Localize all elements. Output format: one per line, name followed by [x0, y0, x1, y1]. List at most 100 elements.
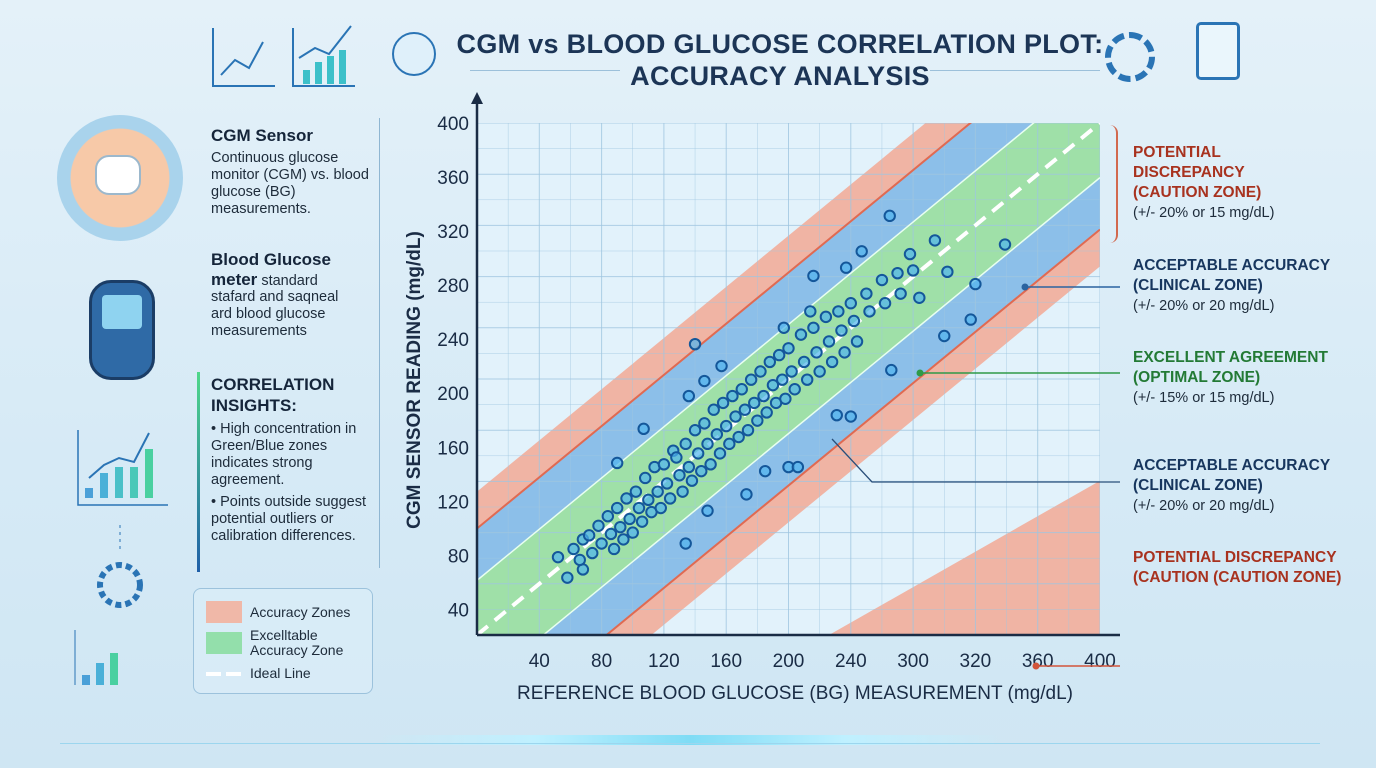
data-point	[863, 305, 876, 318]
data-point	[860, 287, 873, 300]
mini-chart-icon	[74, 630, 118, 685]
data-point	[729, 410, 742, 423]
x-tick-label: 320	[960, 651, 992, 672]
data-point	[757, 389, 770, 403]
data-point	[839, 261, 853, 274]
data-point	[551, 550, 565, 564]
data-point	[738, 403, 752, 416]
legend-label-accuracy-zone: Excelltable Accuracy Zone	[250, 627, 344, 658]
y-tick-label: 40	[448, 600, 469, 621]
meter-heading-line2: meter	[211, 270, 258, 289]
data-point	[763, 355, 777, 369]
data-point	[891, 266, 904, 280]
data-point	[794, 328, 808, 341]
caution-brace	[1108, 125, 1118, 243]
data-point	[663, 492, 677, 505]
y-tick-label: 120	[437, 492, 469, 513]
annotation-title: POTENTIAL DISCREPANCY (CAUTION ZONE)	[1133, 144, 1262, 201]
data-point	[685, 474, 699, 487]
y-tick-label: 400	[437, 114, 469, 135]
footer-line	[60, 743, 1320, 744]
data-point	[804, 305, 817, 318]
data-point	[735, 383, 748, 396]
cgm-sensor-illustration	[57, 115, 183, 241]
data-point	[807, 321, 820, 335]
title-divider-right	[930, 70, 1100, 71]
data-point	[682, 389, 696, 403]
data-point	[573, 553, 586, 567]
medical-gear-icon	[97, 562, 143, 608]
data-point	[698, 417, 711, 430]
data-point	[928, 234, 942, 247]
annotation-sub: (+/- 15% or 15 mg/dL)	[1133, 390, 1275, 406]
x-tick-label: 80	[591, 651, 612, 672]
insight-bullet-1: • High concentration in Green/Blue zones…	[211, 421, 357, 488]
legend-label-accuracy-zones: Accuracy Zones	[250, 604, 351, 620]
data-point	[688, 424, 702, 437]
data-point	[782, 342, 795, 355]
data-point	[682, 460, 696, 474]
clinical-boundary-upper	[477, 123, 972, 530]
x-tick-label: 40	[529, 651, 550, 672]
insights-accent-bar	[197, 372, 200, 572]
y-tick-label: 200	[437, 384, 469, 405]
meter-heading: Blood Glucose meter standard	[211, 250, 331, 290]
data-point	[701, 504, 714, 517]
data-point	[704, 458, 717, 471]
data-point	[835, 324, 848, 337]
annotation-title: ACCEPTABLE ACCURACY (CLINICAL ZONE)	[1133, 257, 1330, 294]
insight-bullet-1-text: High concentration in Green/Blue zones i…	[211, 421, 357, 488]
annotation-caution-upper: POTENTIAL DISCREPANCY (CAUTION ZONE) (+/-…	[1133, 143, 1373, 223]
data-point	[938, 329, 951, 343]
data-point	[883, 209, 896, 223]
data-point	[595, 537, 608, 550]
data-point	[847, 314, 861, 328]
data-point	[670, 451, 683, 464]
data-point	[651, 485, 664, 498]
callout-clinical-upper-dot	[1021, 283, 1029, 291]
data-point	[701, 437, 714, 451]
data-point	[713, 447, 727, 460]
data-point	[779, 392, 792, 405]
annotation-title: EXCELLENT AGREEMENT (OPTIMAL ZONE)	[1133, 349, 1328, 386]
y-axis-label: CGM SENSOR READING (mg/dL)	[404, 231, 425, 529]
data-point	[969, 277, 982, 291]
data-point	[617, 533, 630, 546]
data-point	[629, 485, 643, 498]
data-point	[844, 410, 857, 423]
callout-optimal-dot	[916, 369, 924, 377]
data-point	[679, 537, 692, 550]
footer-glow-bar	[380, 735, 1000, 745]
data-point	[688, 337, 702, 351]
annotation-sub: (+/- 20% or 20 mg/dL)	[1133, 298, 1275, 314]
data-point	[906, 264, 920, 277]
clinical-boundary-lower	[605, 228, 1100, 635]
annotation-caution-lower: POTENTIAL DISCREPANCY (CAUTION (CAUTION …	[1133, 548, 1373, 588]
data-point	[726, 389, 739, 403]
x-tick-label: 120	[648, 651, 680, 672]
data-point	[772, 348, 786, 362]
data-point	[744, 373, 758, 386]
legend-swatch-ideal-line	[206, 672, 242, 676]
data-point	[710, 428, 724, 441]
data-point	[660, 477, 674, 490]
data-point	[639, 471, 652, 485]
data-point	[679, 437, 692, 451]
meter-heading-line1: Blood Glucose	[211, 250, 331, 269]
data-point	[716, 396, 730, 410]
data-point	[894, 287, 907, 300]
data-point	[561, 571, 574, 584]
decorative-icons	[74, 430, 168, 685]
title-line-2: ACCURACY ANALYSIS	[630, 61, 930, 91]
y-tick-label: 280	[437, 276, 469, 297]
annotation-sub: (+/- 20% or 20 mg/dL)	[1133, 498, 1275, 514]
data-point	[695, 464, 708, 478]
data-point	[657, 458, 671, 471]
data-point	[964, 313, 977, 326]
chart-legend: Accuracy Zones Excelltable Accuracy Zone…	[193, 588, 373, 694]
analytics-badge-icon	[392, 32, 436, 76]
data-point	[586, 546, 599, 560]
data-point	[758, 464, 772, 478]
data-point	[800, 373, 814, 386]
data-point	[791, 460, 805, 474]
